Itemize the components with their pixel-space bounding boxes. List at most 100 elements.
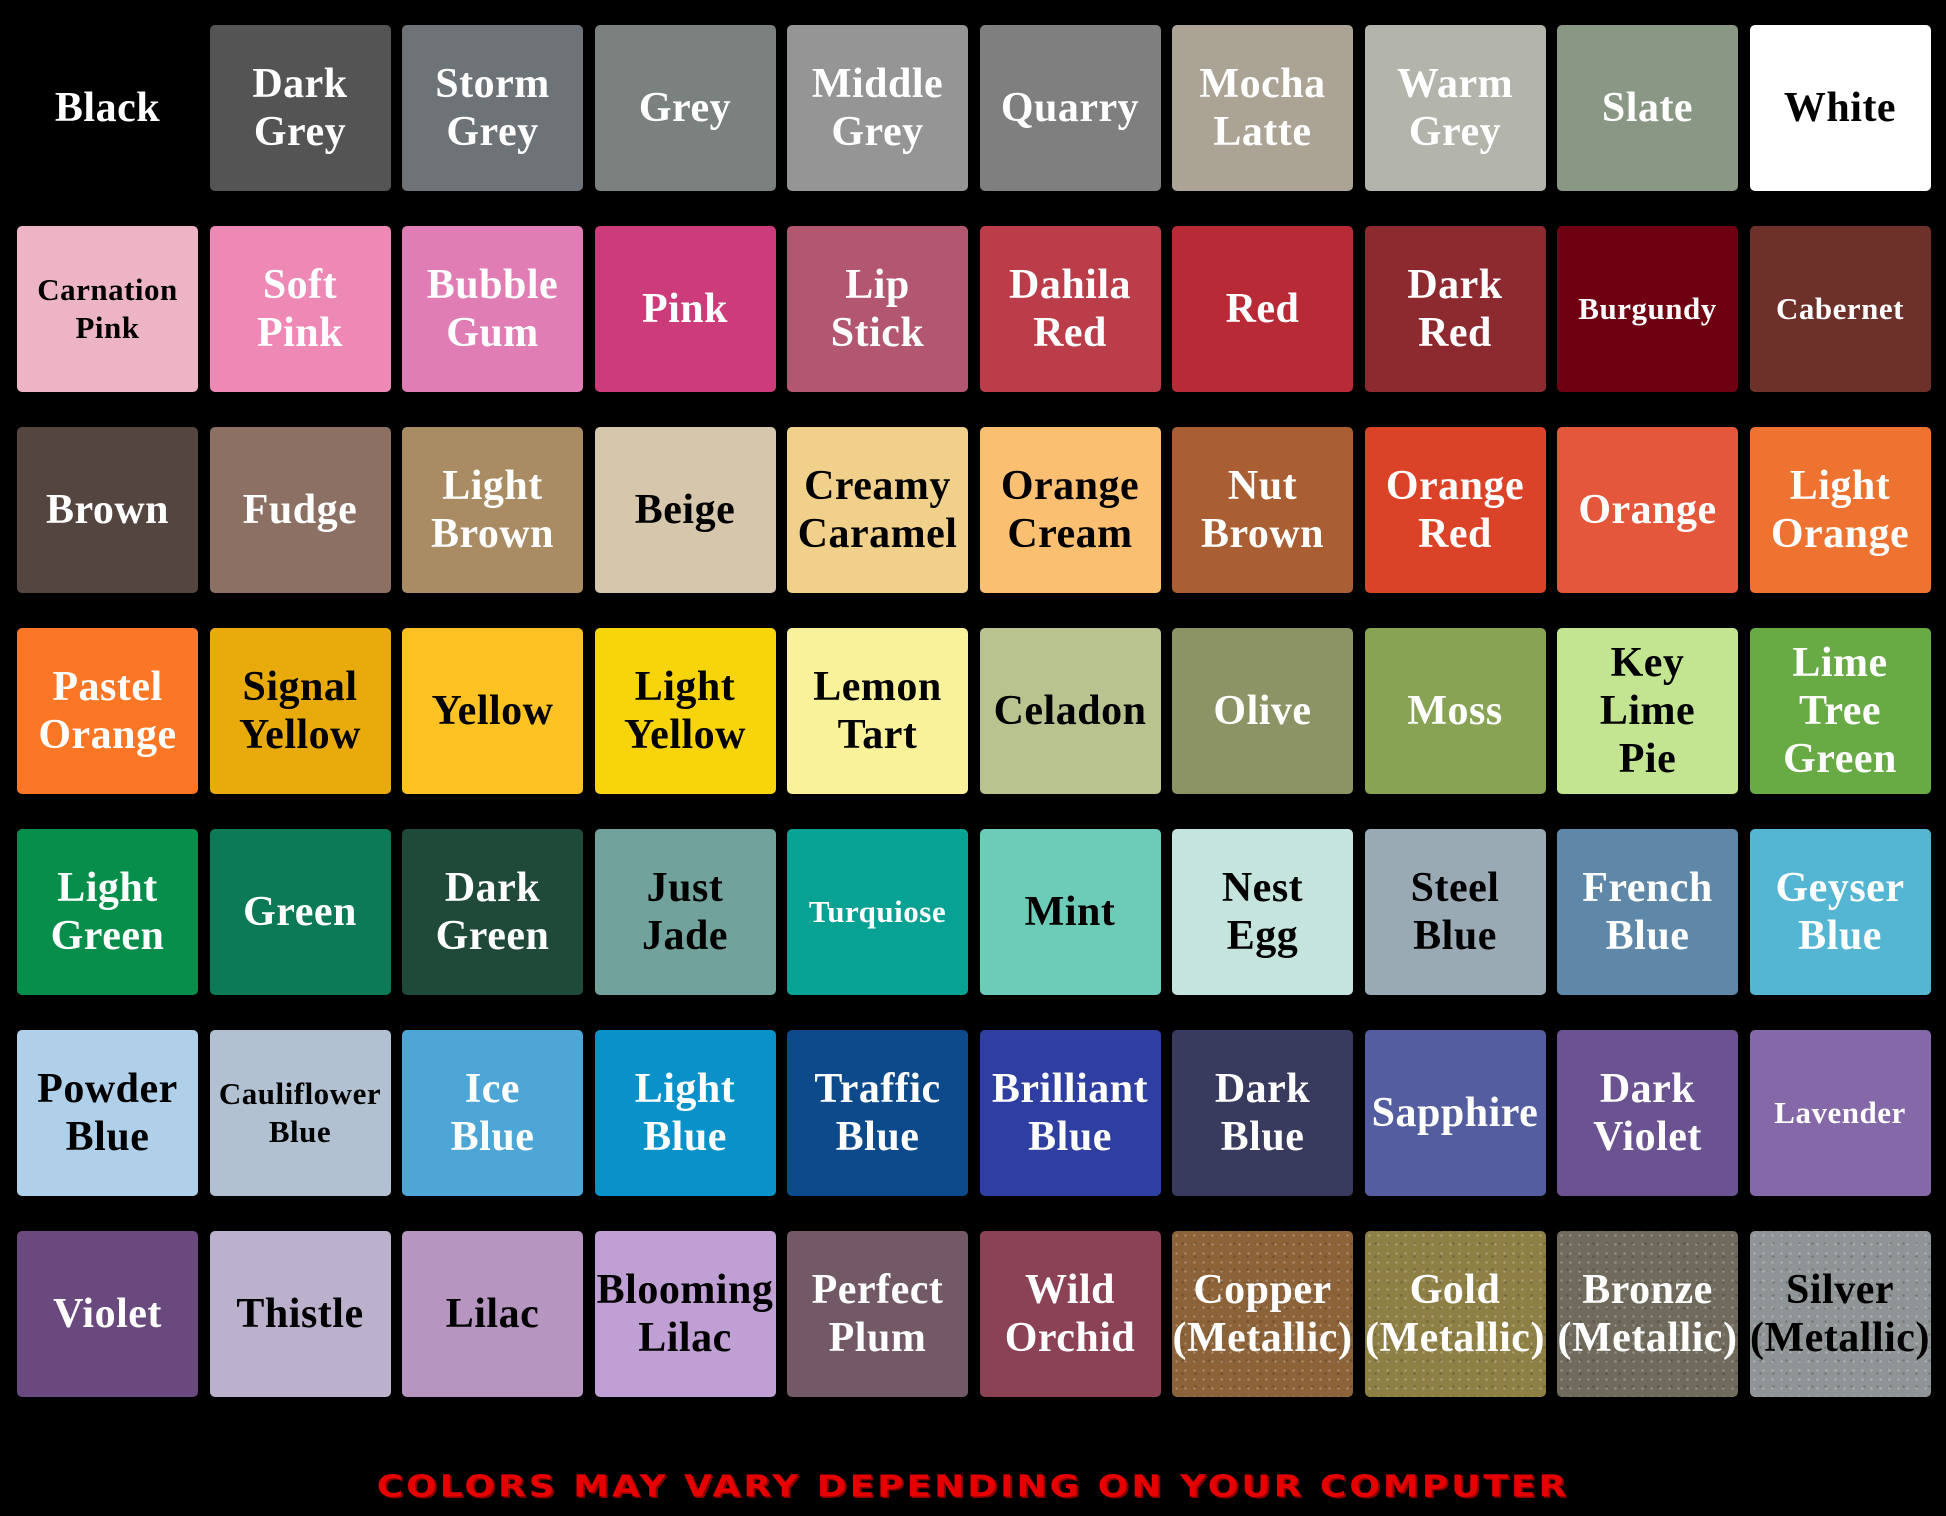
swatch-label: Creamy	[804, 463, 951, 509]
swatch-light-green: Light Green	[17, 829, 198, 995]
swatch-label: Egg	[1226, 913, 1299, 959]
swatch-lime-tree-green: Lime Tree Green	[1749, 628, 1931, 794]
swatch-dark-blue: Dark Blue	[1172, 1030, 1353, 1196]
swatch-label: Green	[50, 913, 165, 959]
swatch-orange: Orange	[1557, 427, 1738, 593]
swatch-carnation-pink: Carnation Pink	[17, 226, 198, 392]
swatch-violet: Violet	[17, 1231, 198, 1397]
swatch-label: Caramel	[797, 511, 958, 557]
swatch-label: Violet	[1593, 1114, 1702, 1160]
swatch-label: Lime	[1599, 688, 1696, 734]
swatch-black: Black	[17, 25, 198, 191]
swatch-label: Carnation	[37, 272, 178, 307]
swatch-label: Tart	[837, 712, 918, 758]
swatch-label: Orange	[1770, 511, 1910, 557]
swatch-label: Latte	[1213, 109, 1312, 155]
swatch-thistle: Thistle	[209, 1231, 391, 1397]
swatch-label: Turquiose	[808, 894, 947, 929]
swatch-label: Warm	[1396, 61, 1514, 107]
swatch-turquiose: Turquiose	[787, 829, 968, 995]
swatch-label: Moss	[1407, 688, 1503, 734]
swatch-perfect-plum: Perfect Plum	[787, 1231, 968, 1397]
swatch-label: Fudge	[242, 487, 358, 533]
swatch-label: Blue	[450, 1114, 535, 1160]
swatch-label: Nest	[1221, 865, 1304, 911]
swatch-french-blue: French Blue	[1557, 829, 1738, 995]
swatch-light-yellow: Light Yellow	[594, 628, 776, 794]
swatch-label: Green	[243, 889, 357, 935]
swatch-storm-grey: Storm Grey	[402, 25, 583, 191]
swatch-lavender: Lavender	[1749, 1030, 1931, 1196]
swatch-silver-metallic: Silver (Metallic)	[1749, 1231, 1931, 1397]
swatch-label: Lilac	[445, 1291, 540, 1337]
swatch-dark-grey: Dark Grey	[209, 25, 391, 191]
swatch-label: Yellow	[624, 712, 746, 758]
swatch-label: Blue	[268, 1114, 332, 1149]
swatch-light-orange: Light Orange	[1749, 427, 1931, 593]
swatch-label: Copper	[1193, 1267, 1332, 1313]
swatch-mocha-latte: Mocha Latte	[1172, 25, 1353, 191]
swatch-label: Light	[1789, 463, 1891, 509]
swatch-red: Red	[1172, 226, 1353, 392]
swatch-geyser-blue: Geyser Blue	[1749, 829, 1931, 995]
swatch-label: Bubble	[426, 262, 559, 308]
swatch-label: Signal	[242, 664, 358, 710]
swatch-label: Blue	[1413, 913, 1497, 959]
swatch-nest-egg: Nest Egg	[1172, 829, 1353, 995]
swatch-label: Key	[1610, 640, 1685, 686]
swatch-label: Lemon	[813, 664, 942, 710]
swatch-sapphire: Sapphire	[1364, 1030, 1546, 1196]
swatch-label: Dark	[1407, 262, 1503, 308]
swatch-label: Middle	[811, 61, 944, 107]
swatch-label: Burgundy	[1578, 291, 1717, 326]
swatch-label: Lavender	[1774, 1095, 1906, 1130]
swatch-blooming-lilac: Blooming Lilac	[594, 1231, 776, 1397]
swatch-label: Blue	[1028, 1114, 1112, 1160]
swatch-brown: Brown	[17, 427, 198, 593]
swatch-yellow: Yellow	[402, 628, 583, 794]
swatch-just-jade: Just Jade	[594, 829, 776, 995]
swatch-wild-orchid: Wild Orchid	[979, 1231, 1161, 1397]
swatch-bronze-metallic: Bronze (Metallic)	[1557, 1231, 1738, 1397]
swatch-label: Gold	[1409, 1267, 1501, 1313]
swatch-label: Orange	[38, 712, 177, 758]
swatch-label: Yellow	[431, 688, 554, 734]
swatch-label: (Metallic)	[1172, 1315, 1353, 1361]
swatch-label: Light	[57, 865, 158, 911]
swatch-grey: Grey	[594, 25, 776, 191]
swatch-label: Dahila	[1008, 262, 1132, 308]
swatch-label: White	[1783, 85, 1897, 131]
swatch-warm-grey: Warm Grey	[1364, 25, 1546, 191]
swatch-label: Beige	[634, 487, 736, 533]
color-swatch-grid: Black Dark Grey Storm Grey Grey Middle Grey Quar…	[17, 25, 1931, 1397]
swatch-label: Blue	[835, 1114, 920, 1160]
swatch-label: Orchid	[1004, 1315, 1136, 1361]
swatch-label: Geyser	[1775, 865, 1905, 911]
swatch-moss: Moss	[1364, 628, 1546, 794]
swatch-label: Pie	[1618, 736, 1677, 782]
swatch-light-brown: Light Brown	[402, 427, 583, 593]
swatch-label: Pink	[256, 310, 344, 356]
swatch-label: Storm	[435, 61, 550, 107]
swatch-ice-blue: Ice Blue	[402, 1030, 583, 1196]
swatch-orange-red: Orange Red	[1364, 427, 1546, 593]
swatch-label: Red	[1418, 310, 1492, 356]
swatch-label: Ice	[464, 1066, 521, 1112]
swatch-fudge: Fudge	[209, 427, 391, 593]
swatch-label: Blooming	[596, 1267, 774, 1313]
swatch-traffic-blue: Traffic Blue	[787, 1030, 968, 1196]
swatch-quarry: Quarry	[979, 25, 1161, 191]
swatch-label: Green	[435, 913, 550, 959]
swatch-label: Thistle	[236, 1291, 364, 1337]
swatch-gold-metallic: Gold (Metallic)	[1364, 1231, 1546, 1397]
swatch-label: Dark	[1599, 1066, 1696, 1112]
swatch-label: Powder	[37, 1066, 178, 1112]
swatch-slate: Slate	[1557, 25, 1738, 191]
swatch-label: Mint	[1024, 889, 1116, 935]
swatch-powder-blue: Powder Blue	[17, 1030, 198, 1196]
swatch-label: Just	[646, 865, 724, 911]
swatch-dark-red: Dark Red	[1364, 226, 1546, 392]
swatch-label: Light	[634, 1066, 736, 1112]
swatch-middle-grey: Middle Grey	[787, 25, 968, 191]
swatch-label: Pink	[75, 310, 140, 345]
